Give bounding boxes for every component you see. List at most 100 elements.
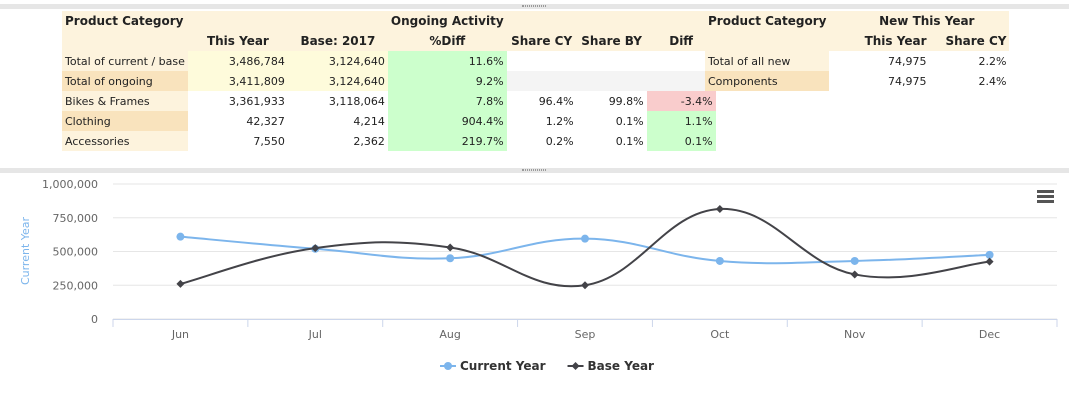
splitter-grip[interactable] bbox=[522, 169, 546, 171]
header-product-category: Product Category bbox=[62, 11, 188, 31]
row-label: Accessories bbox=[62, 131, 188, 151]
header-share-by: Share BY bbox=[576, 31, 647, 51]
header-pct-diff: %Diff bbox=[387, 31, 507, 51]
legend-marker bbox=[444, 362, 452, 370]
header-new-this-year: New This Year bbox=[829, 11, 974, 31]
x-axis: Jun Jul Aug Sep Oct Nov Dec bbox=[112, 319, 1058, 341]
cell-this-year: 42,327 bbox=[246, 114, 285, 128]
menu-bar bbox=[1037, 200, 1054, 203]
cell-share-cy: 2.2% bbox=[978, 54, 1007, 68]
data-point bbox=[715, 204, 724, 213]
y-axis-title: Current Year bbox=[19, 216, 32, 285]
cell-share-by bbox=[577, 51, 647, 71]
data-point bbox=[311, 244, 320, 253]
row-label: Clothing bbox=[62, 111, 188, 131]
cell-base: 3,118,064 bbox=[328, 94, 385, 108]
y-tick-label: 250,000 bbox=[53, 279, 99, 292]
header-ongoing-activity: Ongoing Activity bbox=[387, 11, 507, 31]
cell-share-cy bbox=[507, 51, 577, 71]
cell-diff: -3.4% bbox=[646, 91, 716, 111]
x-tick-label: Jul bbox=[308, 328, 322, 341]
data-point bbox=[176, 279, 185, 288]
row-label: Bikes & Frames bbox=[62, 91, 188, 111]
data-point bbox=[985, 250, 994, 259]
cell-share-by: 0.1% bbox=[615, 114, 644, 128]
chart-legend[interactable]: Current Year Base Year bbox=[440, 359, 654, 373]
middle-splitter[interactable] bbox=[0, 168, 1069, 173]
cell-this-year: 3,486,784 bbox=[187, 51, 288, 71]
cell-pct-diff: 9.2% bbox=[387, 71, 507, 91]
monthly-line-chart: 0 250,000 500,000 750,000 1,000,000 Jun Jul Au… bbox=[19, 178, 1058, 373]
header-this-year: This Year bbox=[187, 31, 288, 51]
table-row: Total of current / base 3,486,784 3,124,… bbox=[62, 51, 716, 71]
row-label: Components bbox=[705, 71, 830, 91]
new-this-year-table: Product Category New This Year This Year… bbox=[705, 11, 1010, 91]
cell-base: 3,124,640 bbox=[287, 71, 388, 91]
y-axis: 0 250,000 500,000 750,000 1,000,000 bbox=[42, 178, 98, 326]
top-splitter[interactable] bbox=[0, 4, 1069, 9]
header-product-category: Product Category bbox=[705, 11, 830, 31]
chart-series bbox=[176, 204, 994, 290]
header-share-cy: Share CY bbox=[929, 31, 1010, 51]
data-point bbox=[850, 256, 859, 265]
cell-share-by: 99.8% bbox=[608, 94, 644, 108]
legend-marker bbox=[571, 362, 580, 370]
cell-share-cy: 1.2% bbox=[545, 114, 574, 128]
cell-share-cy: 2.4% bbox=[978, 74, 1007, 88]
y-tick-label: 750,000 bbox=[53, 212, 99, 225]
ongoing-activity-table: Product Category Ongoing Activity This Y… bbox=[62, 11, 716, 151]
y-tick-label: 500,000 bbox=[53, 246, 99, 259]
legend-item[interactable]: Current Year bbox=[440, 359, 546, 373]
menu-bar bbox=[1037, 190, 1054, 193]
series-current-year bbox=[176, 232, 994, 265]
cell-this-year: 7,550 bbox=[253, 134, 285, 148]
data-point bbox=[446, 243, 455, 252]
legend-item[interactable]: Base Year bbox=[567, 359, 655, 373]
table-row: Bikes & Frames 3,361,933 3,118,064 7.8% … bbox=[62, 91, 716, 111]
cell-diff: 0.1% bbox=[646, 131, 716, 151]
cell-share-cy bbox=[506, 71, 577, 91]
cell-share-by bbox=[576, 71, 647, 91]
cell-this-year: 74,975 bbox=[887, 74, 927, 88]
table-row: Components 74,975 2.4% bbox=[705, 71, 1009, 91]
splitter-grip[interactable] bbox=[522, 5, 546, 7]
header-base-year: Base: 2017 bbox=[287, 31, 388, 51]
cell-base: 3,124,640 bbox=[287, 51, 388, 71]
cell-pct-diff: 219.7% bbox=[387, 131, 507, 151]
x-tick-label: Aug bbox=[439, 328, 460, 341]
series-base-year bbox=[176, 204, 994, 290]
row-label: Total of ongoing bbox=[62, 71, 188, 91]
cell-pct-diff: 904.4% bbox=[387, 111, 507, 131]
data-point bbox=[581, 281, 589, 290]
hamburger-menu-icon[interactable] bbox=[1037, 190, 1054, 203]
row-label: Total of all new bbox=[705, 51, 830, 71]
cell-share-by: 0.1% bbox=[615, 134, 644, 148]
x-tick-label: Oct bbox=[710, 328, 730, 341]
data-point bbox=[985, 257, 994, 266]
cell-this-year: 3,361,933 bbox=[228, 94, 285, 108]
y-tick-label: 1,000,000 bbox=[42, 178, 98, 191]
cell-diff: 1.1% bbox=[646, 111, 716, 131]
data-point bbox=[176, 232, 185, 241]
header-diff: Diff bbox=[646, 31, 716, 51]
table-row: Accessories 7,550 2,362 219.7% 0.2% 0.1%… bbox=[62, 131, 716, 151]
cell-this-year: 74,975 bbox=[887, 54, 927, 68]
cell-this-year: 3,411,809 bbox=[187, 71, 288, 91]
x-tick-label: Nov bbox=[844, 328, 866, 341]
x-tick-label: Jun bbox=[171, 328, 189, 341]
legend-label: Base Year bbox=[588, 359, 655, 373]
data-point bbox=[850, 270, 859, 279]
x-tick-label: Sep bbox=[575, 328, 596, 341]
cell-share-cy: 0.2% bbox=[545, 134, 574, 148]
cell-base: 2,362 bbox=[353, 134, 385, 148]
table-row: Total of all new 74,975 2.2% bbox=[705, 51, 1009, 71]
header-share-cy: Share CY bbox=[506, 31, 577, 51]
x-tick-label: Dec bbox=[979, 328, 1000, 341]
menu-bar bbox=[1037, 195, 1054, 198]
table-row: Total of ongoing 3,411,809 3,124,640 9.2… bbox=[62, 71, 716, 91]
cell-pct-diff: 7.8% bbox=[387, 91, 507, 111]
chart-gridlines bbox=[113, 183, 1057, 320]
row-label: Total of current / base bbox=[62, 51, 188, 71]
header-this-year: This Year bbox=[829, 31, 930, 51]
cell-diff bbox=[646, 71, 716, 91]
